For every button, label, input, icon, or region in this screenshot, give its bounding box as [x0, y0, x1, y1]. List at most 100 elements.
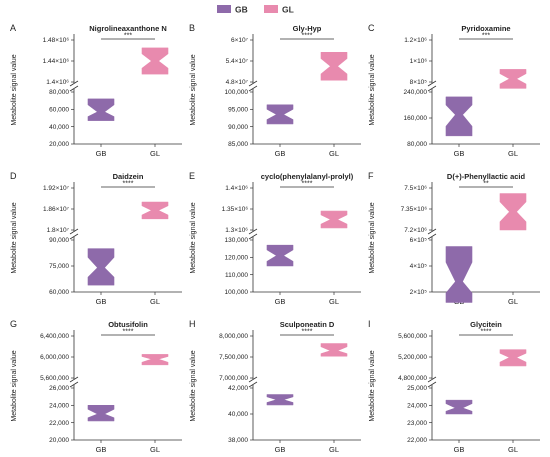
legend-label-gb: GB — [235, 5, 248, 15]
y-tick-label: 5,600,000 — [40, 375, 69, 382]
y-tick-label: 25,000 — [407, 385, 427, 392]
significance-label: **** — [123, 329, 134, 336]
x-tick-label: GL — [150, 445, 160, 454]
panel-b: B Gly-Hyp Metabolite signal value 4.8×10⁷ 5.… — [189, 23, 361, 158]
violin-gb — [266, 394, 294, 406]
y-tick-label: 8,000,000 — [219, 333, 248, 340]
x-tick-label: GL — [508, 445, 518, 454]
y-tick-label: 90,000 — [49, 237, 69, 244]
panel-letter: F — [368, 171, 374, 181]
panel-title: Daidzein — [113, 172, 144, 181]
axis-break-mark — [248, 233, 258, 240]
axis-break-mark — [427, 228, 437, 235]
y-tick-label: 1.4×10⁶ — [225, 185, 248, 192]
axis-break-mark — [69, 80, 79, 87]
significance-label: **** — [302, 181, 313, 188]
significance-label: *** — [124, 33, 132, 40]
legend-swatch-gl — [264, 5, 278, 13]
violin-gl — [141, 354, 169, 366]
violin-gb — [87, 248, 115, 286]
panel-d: D Daidzein Metabolite signal value 1.8×10⁷ 1… — [10, 171, 182, 306]
panel-title: D(+)-Phenyllactic acid — [447, 172, 526, 181]
y-tick-label: 4×10⁵ — [410, 263, 428, 270]
axis-break-mark — [248, 228, 258, 235]
panel-letter: I — [368, 319, 371, 329]
x-tick-label: GB — [275, 297, 286, 306]
y-tick-label: 5,200,000 — [398, 354, 427, 361]
violin-gl — [499, 69, 527, 89]
panel-i: I Glycitein Metabolite signal value 4,800,0… — [368, 319, 540, 454]
y-axis-label: Metabolite signal value — [11, 202, 18, 273]
y-axis-label: Metabolite signal value — [190, 54, 197, 125]
y-tick-label: 120,000 — [225, 255, 249, 262]
axis-break-mark — [427, 80, 437, 87]
violin-gb — [445, 96, 473, 137]
y-tick-label: 22,000 — [407, 437, 427, 444]
violin-gb — [87, 405, 115, 422]
y-tick-label: 7.5×10⁶ — [404, 185, 427, 192]
x-tick-label: GL — [508, 297, 518, 306]
y-tick-label: 80,000 — [49, 89, 69, 96]
y-tick-label: 1.44×10⁶ — [43, 58, 70, 65]
y-tick-label: 1.3×10⁶ — [225, 227, 248, 234]
panel-a: A Nigrolineaxanthone N Metabolite signal v… — [10, 23, 182, 158]
y-tick-label: 5.4×10⁷ — [226, 58, 249, 65]
violin-gb — [445, 246, 473, 303]
y-axis-label: Metabolite signal value — [11, 54, 18, 125]
y-axis-label: Metabolite signal value — [369, 54, 376, 125]
y-tick-label: 95,000 — [228, 107, 248, 114]
violin-gb — [87, 98, 115, 121]
panel-letter: B — [189, 23, 195, 33]
y-tick-label: 1.92×10⁷ — [43, 185, 70, 192]
x-tick-label: GB — [96, 149, 107, 158]
x-tick-label: GB — [275, 149, 286, 158]
y-tick-label: 42,000 — [228, 385, 248, 392]
y-tick-label: 160,000 — [404, 115, 428, 122]
y-tick-label: 1.86×10⁷ — [43, 206, 70, 213]
legend-label-gl: GL — [282, 5, 294, 15]
y-tick-label: 24,000 — [407, 403, 427, 410]
y-tick-label: 90,000 — [228, 124, 248, 131]
axis-break-mark — [69, 376, 79, 383]
panel-title: Obtusifolin — [108, 320, 148, 329]
y-tick-label: 40,000 — [49, 124, 69, 131]
y-tick-label: 110,000 — [225, 272, 248, 279]
x-tick-label: GB — [454, 445, 465, 454]
axis-break-mark — [248, 85, 258, 92]
y-tick-label: 7,000,000 — [219, 375, 248, 382]
x-tick-label: GL — [150, 149, 160, 158]
significance-label: **** — [302, 33, 313, 40]
y-axis-label: Metabolite signal value — [190, 350, 197, 421]
y-tick-label: 7.35×10⁶ — [401, 206, 428, 213]
y-axis-label: Metabolite signal value — [369, 350, 376, 421]
axis-break-mark — [427, 233, 437, 240]
axis-break-mark — [248, 381, 258, 388]
y-tick-label: 60,000 — [49, 289, 69, 296]
panel-f: F D(+)-Phenyllactic acid Metabolite signal… — [368, 171, 540, 306]
x-tick-label: GB — [454, 149, 465, 158]
x-tick-label: GB — [275, 445, 286, 454]
y-tick-label: 1.35×10⁶ — [222, 206, 249, 213]
axis-break-mark — [69, 228, 79, 235]
violin-gb — [266, 104, 294, 125]
panel-letter: G — [10, 319, 17, 329]
y-tick-label: 4.8×10⁷ — [226, 79, 249, 86]
x-tick-label: GB — [96, 445, 107, 454]
significance-label: ** — [483, 181, 489, 188]
y-tick-label: 1.4×10⁶ — [46, 79, 69, 86]
y-tick-label: 38,000 — [228, 437, 248, 444]
violin-gl — [141, 47, 169, 75]
y-tick-label: 7.2×10⁶ — [404, 227, 427, 234]
significance-label: **** — [481, 329, 492, 336]
y-tick-label: 26,000 — [49, 385, 69, 392]
axis-break-mark — [427, 381, 437, 388]
y-tick-label: 6×10⁷ — [231, 37, 249, 44]
y-tick-label: 80,000 — [407, 141, 427, 148]
y-tick-label: 130,000 — [225, 237, 249, 244]
panel-letter: H — [189, 319, 196, 329]
panel-letter: E — [189, 171, 195, 181]
panel-c: C Pyridoxamine Metabolite signal value 8×10… — [368, 23, 540, 158]
x-tick-label: GL — [329, 149, 339, 158]
